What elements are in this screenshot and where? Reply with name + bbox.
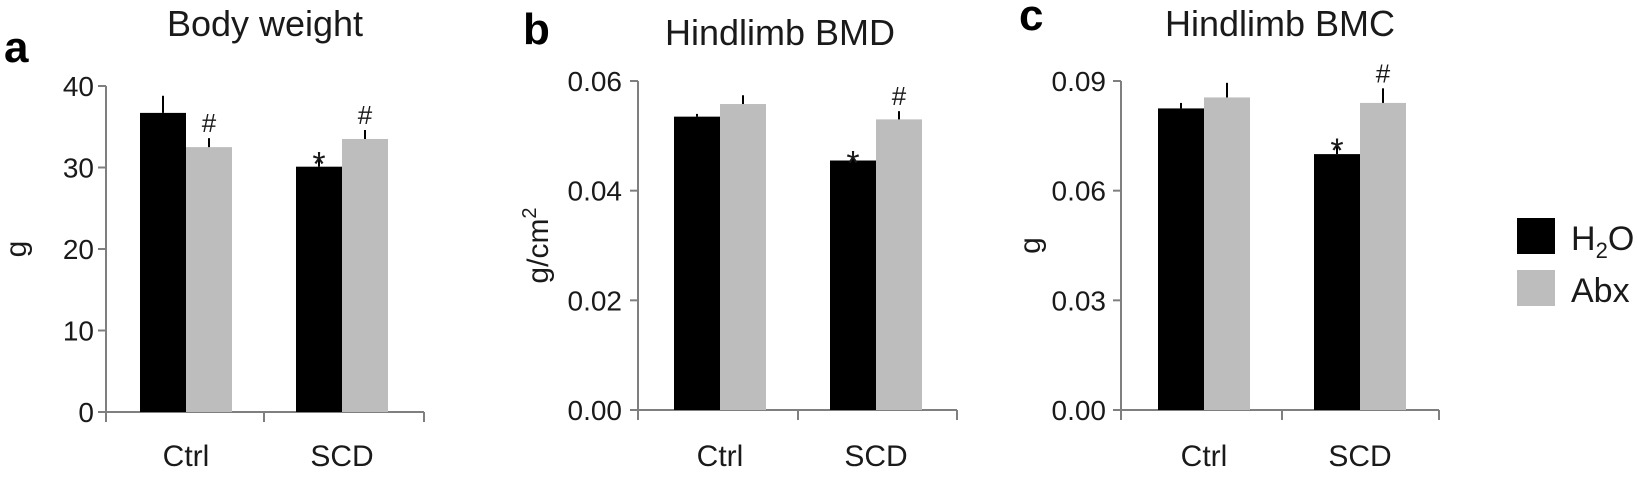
y-axis-label: g bbox=[1014, 237, 1047, 254]
x-tick-label: SCD bbox=[1328, 440, 1391, 473]
y-tick-label: 0.04 bbox=[568, 176, 623, 207]
bar-h2o-ctrl bbox=[674, 116, 720, 411]
x-tick-label: SCD bbox=[844, 440, 907, 473]
bar-h2o-ctrl bbox=[1158, 108, 1204, 411]
y-tick-label: 0.03 bbox=[1052, 285, 1107, 316]
legend-swatch-abx bbox=[1517, 270, 1555, 306]
bar-abx-scd bbox=[876, 119, 922, 410]
significance-hash: # bbox=[892, 81, 907, 111]
significance-star: * bbox=[312, 146, 325, 184]
chart-title: Hindlimb BMC bbox=[1165, 3, 1395, 44]
chart-title: Hindlimb BMD bbox=[665, 12, 895, 53]
x-tick-label: SCD bbox=[310, 440, 373, 473]
panel-letter: b bbox=[523, 5, 550, 54]
significance-star: * bbox=[846, 145, 859, 183]
significance-hash: # bbox=[358, 100, 373, 130]
chart-panel-a: a Body weight 0 10 20 30 40 Ctrl SCD g * # # bbox=[0, 3, 425, 473]
x-tick-label: Ctrl bbox=[697, 440, 744, 473]
y-tick-label: 0.00 bbox=[1052, 395, 1107, 426]
y-tick-label: 0.06 bbox=[568, 66, 623, 97]
bar-abx-ctrl bbox=[186, 147, 232, 412]
bar-abx-scd bbox=[1360, 102, 1406, 410]
bar-h2o-ctrl bbox=[140, 112, 186, 413]
legend-swatch-h2o bbox=[1517, 218, 1555, 254]
x-tick-label: Ctrl bbox=[1181, 440, 1228, 473]
legend: H2O Abx bbox=[1517, 218, 1634, 310]
significance-star: * bbox=[1330, 132, 1343, 170]
panel-letter: a bbox=[4, 23, 29, 72]
bar-abx-ctrl bbox=[720, 104, 766, 410]
y-tick-label: 10 bbox=[63, 316, 94, 347]
y-tick-label: 40 bbox=[63, 71, 94, 102]
y-tick-label: 0.02 bbox=[568, 285, 623, 316]
bar-h2o-scd bbox=[830, 160, 876, 410]
bar-h2o-scd bbox=[1314, 154, 1360, 410]
y-tick-label: 0.00 bbox=[568, 395, 623, 426]
legend-label-h2o: H2O bbox=[1571, 220, 1634, 263]
y-axis-label: g bbox=[0, 241, 33, 258]
y-tick-label: 0.06 bbox=[1052, 176, 1107, 207]
y-tick-label: 30 bbox=[63, 153, 94, 184]
significance-hash: # bbox=[202, 108, 217, 138]
x-tick-label: Ctrl bbox=[163, 440, 210, 473]
legend-label-abx: Abx bbox=[1571, 272, 1630, 310]
y-tick-label: 0 bbox=[78, 397, 94, 428]
bar-abx-scd bbox=[342, 138, 388, 412]
y-tick-label: 0.09 bbox=[1052, 66, 1107, 97]
y-axis-label: g/cm2 bbox=[519, 207, 555, 283]
bar-h2o-scd bbox=[296, 166, 342, 412]
bar-abx-ctrl bbox=[1204, 97, 1250, 410]
significance-hash: # bbox=[1376, 58, 1391, 88]
y-tick-label: 20 bbox=[63, 234, 94, 265]
chart-panel-b: b Hindlimb BMD 0.00 0.02 0.04 0.06 Ctrl SCD g/cm… bbox=[519, 5, 958, 473]
chart-title: Body weight bbox=[167, 3, 363, 44]
chart-panel-c: c Hindlimb BMC 0.00 0.03 0.06 0.09 Ctrl SCD g * # bbox=[1014, 0, 1440, 473]
panel-letter: c bbox=[1019, 0, 1043, 40]
